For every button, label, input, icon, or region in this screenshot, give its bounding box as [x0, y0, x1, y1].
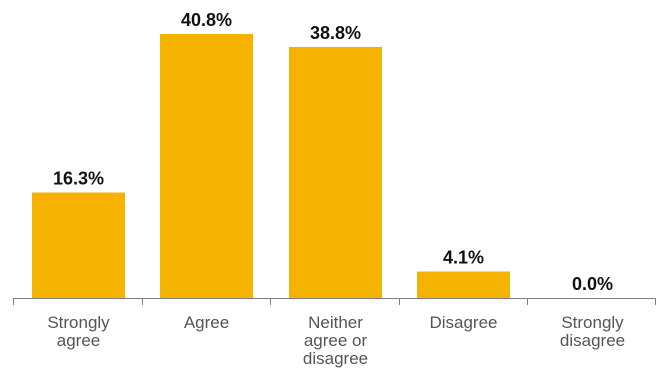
category-label-1: Strongly agree	[47, 313, 110, 350]
bar-3	[289, 46, 382, 298]
bar-4	[417, 271, 510, 298]
category-label-line: agree or	[304, 331, 368, 350]
bar-2	[160, 34, 253, 298]
category-label-4: Disagree	[429, 313, 497, 332]
category-label-5: Strongly disagree	[560, 313, 625, 350]
category-label-line: Strongly	[47, 313, 110, 332]
value-labels-group: 16.3% 40.8% 38.8% 4.1% 0.0%	[53, 10, 613, 294]
value-label-1: 16.3%	[53, 169, 104, 189]
category-label-line: Disagree	[429, 313, 497, 332]
category-label-line: agree	[57, 331, 100, 350]
category-label-3: Neither agree or disagree	[303, 313, 368, 368]
category-label-2: Agree	[184, 313, 229, 332]
value-label-2: 40.8%	[181, 10, 232, 30]
category-label-line: Neither	[308, 313, 363, 332]
bars-group	[32, 34, 510, 298]
x-axis	[13, 298, 656, 305]
bar-1	[32, 192, 125, 298]
category-label-line: Agree	[184, 313, 229, 332]
category-label-line: Strongly	[561, 313, 624, 332]
category-label-line: disagree	[303, 349, 368, 368]
value-label-4: 4.1%	[443, 247, 484, 267]
value-label-5: 0.0%	[572, 274, 613, 294]
category-label-line: disagree	[560, 331, 625, 350]
value-label-3: 38.8%	[310, 23, 361, 43]
